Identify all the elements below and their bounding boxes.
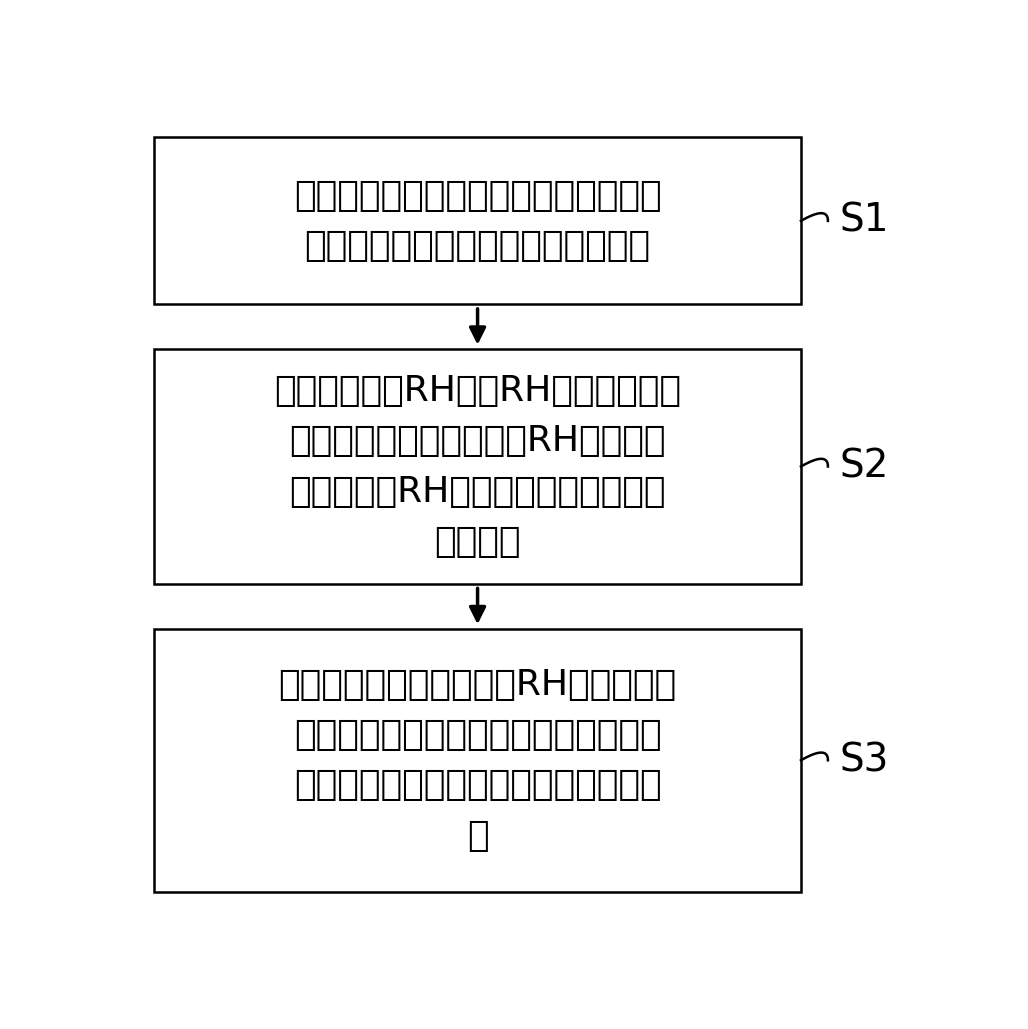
Bar: [154, 349, 801, 583]
Text: S1: S1: [840, 202, 889, 240]
Text: S3: S3: [840, 741, 889, 779]
Text: 真空脱碳前：对鈢水进行深度脱氧形成
脱氧鈢水，脱氧鈢水处于低氧位状态: 真空脱碳前：对鈢水进行深度脱氧形成 脱氧鈢水，脱氧鈢水处于低氧位状态: [294, 179, 661, 263]
Bar: [154, 137, 801, 305]
Bar: [154, 629, 801, 892]
Text: 在真空脱碳过程中，基于RH真空室排出
气体中目标气体组分实时控制氧枪的枪
位，以使目标气体的组分控制在目标范
围: 在真空脱碳过程中，基于RH真空室排出 气体中目标气体组分实时控制氧枪的枪 位，以…: [279, 668, 676, 853]
Text: S2: S2: [840, 448, 889, 486]
Text: 在脱氧鈢水进RH后对RH真空室抽真空
，使得脱氧鈢水循环进入RH真空室，
控制氧枪向RH真空室吹氧，进入真空
脱碳程序: 在脱氧鈢水进RH后对RH真空室抽真空 ，使得脱氧鈢水循环进入RH真空室， 控制氧…: [274, 375, 682, 559]
